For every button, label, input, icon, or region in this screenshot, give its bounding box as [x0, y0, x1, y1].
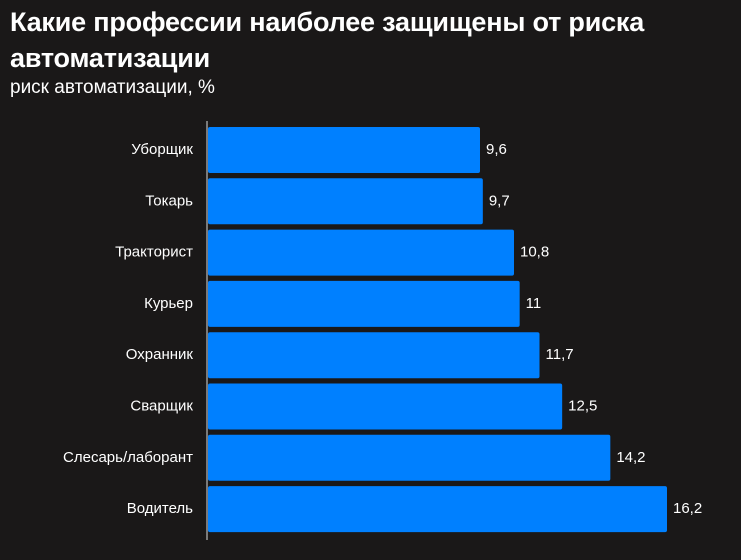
value-label: 11,7 — [546, 346, 574, 363]
chart-subtitle: риск автоматизации, % — [10, 77, 215, 98]
bar-4 — [208, 280, 520, 327]
chart-title: Какие профессии наиболее защищены от рис… — [10, 7, 645, 73]
category-label: Курьер — [144, 295, 193, 312]
bar-8 — [208, 486, 667, 533]
category-label: Охранник — [126, 346, 194, 363]
value-label: 10,8 — [520, 244, 549, 261]
category-label: Сварщик — [130, 397, 193, 414]
category-label: Уборщик — [131, 141, 193, 158]
value-label: 9,6 — [486, 141, 507, 158]
category-label: Тракторист — [115, 244, 193, 261]
value-label: 9,7 — [489, 192, 510, 209]
bar-7 — [208, 434, 611, 481]
value-label: 14,2 — [616, 449, 645, 466]
bar-5 — [208, 332, 540, 379]
category-label: Токарь — [145, 192, 193, 209]
bar-6 — [208, 383, 563, 430]
value-label: 11 — [526, 295, 542, 312]
bar-2 — [208, 178, 483, 225]
value-label: 12,5 — [568, 397, 597, 414]
bar-1 — [208, 127, 480, 173]
bars-group: Уборщик 9,6 Токарь 9,7 Тракторист 10,8 Курьер 1… — [63, 127, 702, 533]
category-label: Водитель — [127, 500, 193, 517]
category-label: Слесарь/лаборант — [63, 449, 193, 466]
value-label: 16,2 — [673, 500, 702, 517]
bar-3 — [208, 229, 514, 276]
